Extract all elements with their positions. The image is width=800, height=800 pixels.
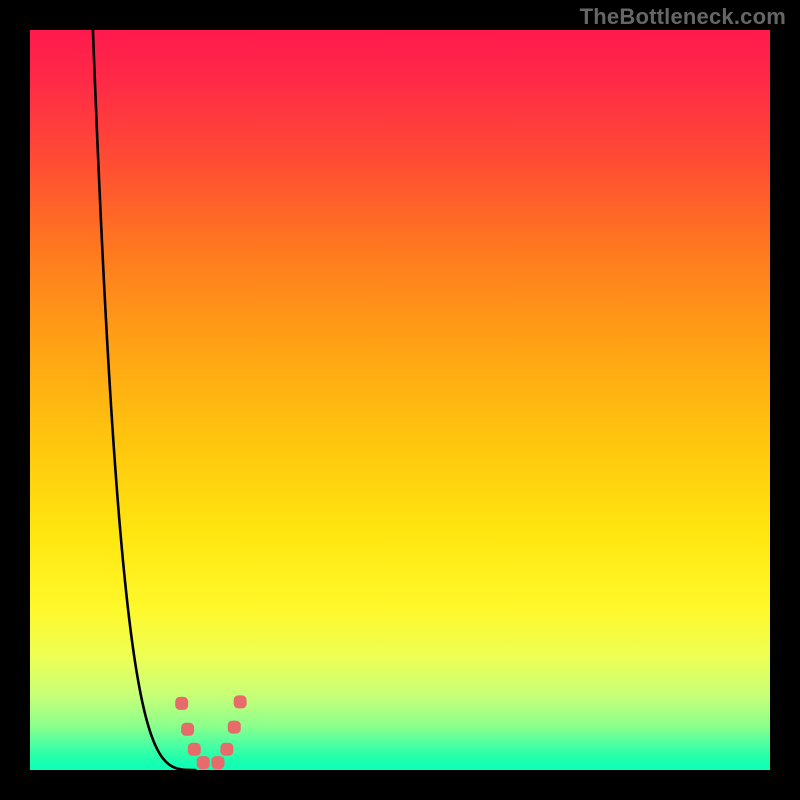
valley-marker <box>197 757 209 769</box>
valley-marker <box>228 721 240 733</box>
gradient-panel <box>30 30 770 770</box>
bottleneck-chart <box>0 0 800 800</box>
valley-marker <box>188 743 200 755</box>
valley-marker <box>182 723 194 735</box>
valley-marker <box>234 696 246 708</box>
valley-marker <box>221 743 233 755</box>
chart-stage: TheBottleneck.com <box>0 0 800 800</box>
valley-marker <box>212 757 224 769</box>
watermark-text: TheBottleneck.com <box>580 4 786 30</box>
valley-marker <box>176 697 188 709</box>
